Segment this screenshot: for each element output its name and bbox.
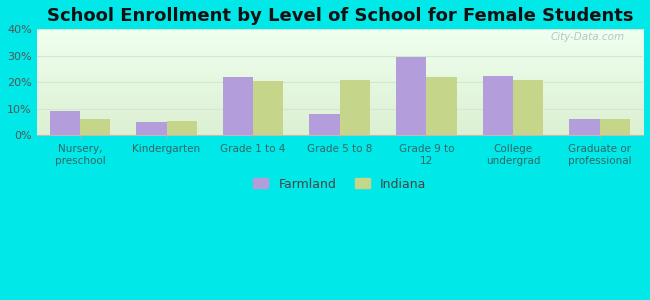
Bar [80,119,111,135]
Bar [136,122,166,135]
Bar [426,77,457,135]
Title: School Enrollment by Level of School for Female Students: School Enrollment by Level of School for… [47,7,633,25]
Bar [340,80,370,135]
Bar [49,112,80,135]
Legend: Farmland, Indiana: Farmland, Indiana [254,178,426,190]
Bar [483,76,513,135]
Bar [396,57,426,135]
Bar [600,119,630,135]
Bar [166,121,197,135]
Bar [309,114,340,135]
Bar [513,80,543,135]
Bar [223,77,253,135]
Bar [569,119,600,135]
Text: City-Data.com: City-Data.com [551,32,625,43]
Bar [253,81,283,135]
